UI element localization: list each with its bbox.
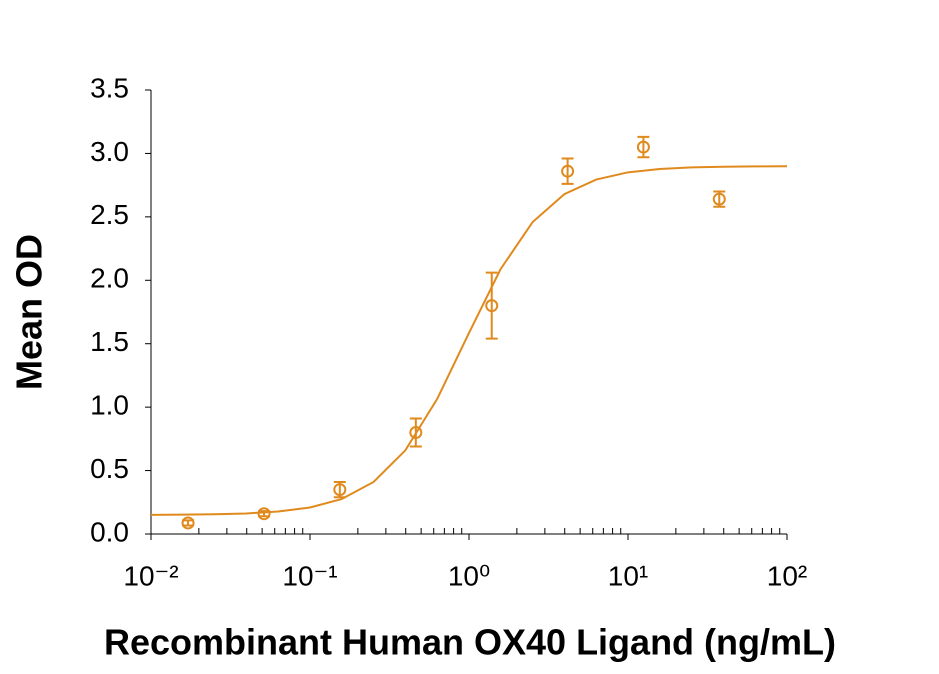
y-tick-label: 2.5 [90,199,129,230]
y-tick-label: 3.0 [90,136,129,167]
point [409,426,423,440]
x-tick-label: 10⁻¹ [282,560,337,591]
x-tick-label: 10⁰ [448,560,490,591]
point [636,140,650,154]
y-tick-label: 2.0 [90,263,129,294]
error-bar [409,417,422,448]
error-bar [485,271,498,340]
point [181,516,195,530]
x-tick-label: 10² [767,560,807,591]
y-axis-title: Mean OD [9,234,50,390]
x-tick-label: 10¹ [608,560,648,591]
y-tick-label: 1.0 [90,390,129,421]
point [712,192,726,206]
error-bar [561,157,574,185]
y-tick-label: 1.5 [90,326,129,357]
x-tick-label: 10⁻² [123,560,178,591]
x-axis-title: Recombinant Human OX40 Ligand (ng/mL) [104,622,836,663]
y-tick-label: 3.5 [90,72,129,103]
fit-curve [150,165,788,516]
y-tick-label: 0.5 [90,453,129,484]
point [485,299,499,313]
y-tick-label: 0.0 [90,516,129,547]
point [561,164,575,178]
error-bar [637,135,650,159]
point [333,483,347,497]
point [257,507,271,521]
